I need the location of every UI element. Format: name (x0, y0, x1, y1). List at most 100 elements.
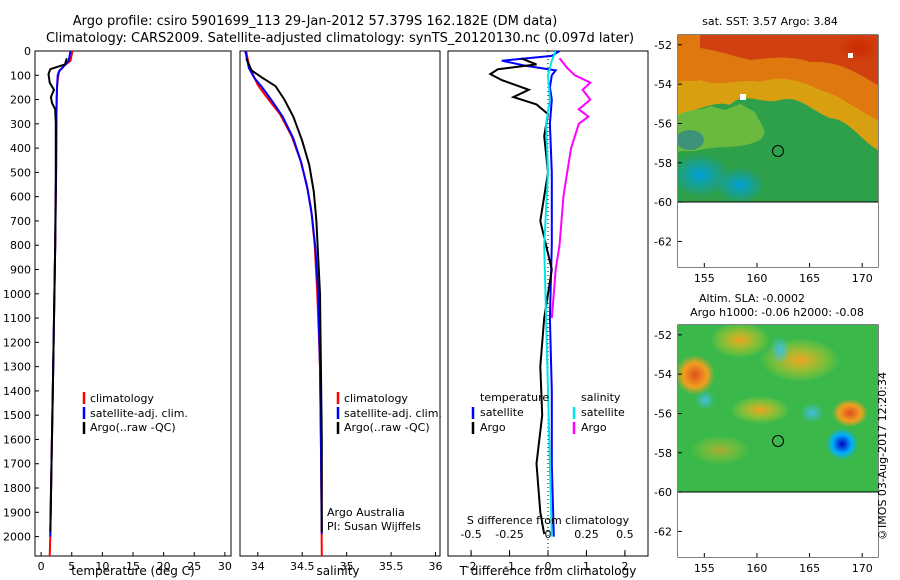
map-x-tick-label: 165 (799, 272, 820, 285)
legend-sal-argo: Argo (581, 421, 607, 434)
series-line-temperature-argo (488, 57, 553, 535)
figure-title-line2: Climatology: CARS2009. Satellite-adjuste… (46, 31, 634, 46)
y-tick-label: 500 (10, 166, 31, 179)
x-tick-label: 0 (545, 560, 552, 573)
x-tick-label: 1 (583, 560, 590, 573)
x-tick-label: 35 (340, 560, 354, 573)
map-y-tick-label: -52 (654, 39, 672, 52)
y-tick-label: 1800 (3, 482, 31, 495)
legend-argo: Argo(..raw -QC) (90, 421, 176, 434)
map-y-tick-label: -54 (654, 368, 672, 381)
y-tick-label: 0 (24, 45, 31, 58)
map-x-tick-label: 155 (694, 562, 715, 575)
y-tick-label: 1300 (3, 361, 31, 374)
y-tick-label: 800 (10, 239, 31, 252)
sla-map-title: Altim. SLA: -0.0002 (699, 292, 805, 305)
y-tick-label: 2000 (3, 531, 31, 544)
x-tick-label: -2 (466, 560, 477, 573)
s-tick-label: 0.5 (616, 528, 634, 541)
y-tick-label: 700 (10, 215, 31, 228)
map-y-tick-label: -52 (654, 329, 672, 342)
difference-legend: temperature satellite Argo salinity sate… (471, 391, 625, 434)
y-tick-label: 400 (10, 142, 31, 155)
series-line-argo-raw-qc- (47, 58, 68, 532)
x-tick-label: 30 (218, 560, 232, 573)
t-diff-label: T difference from climatology (459, 564, 637, 578)
legend-sal-satellite: satellite (581, 406, 625, 419)
series-line-satellite-adj-clim- (244, 50, 323, 535)
x-tick-label: 25 (187, 560, 201, 573)
difference-panel: -2 -1 0 1 2 -0.5 -0.25 0 0.25 0.5 temperature sat… (447, 50, 649, 578)
map-x-tick-label: 155 (694, 272, 715, 285)
s-tick-label: 0 (545, 528, 552, 541)
s-tick-label: -0.5 (460, 528, 481, 541)
map-x-tick-label: 160 (746, 272, 767, 285)
x-tick-label: 5 (68, 560, 75, 573)
temperature-legend: climatology satellite-adj. clim. Argo(..… (82, 392, 188, 434)
s-tick-label: 0.25 (574, 528, 599, 541)
y-tick-label: 1600 (3, 433, 31, 446)
map-y-tick-label: -62 (654, 235, 672, 248)
map-y-tick-label: -56 (654, 117, 672, 130)
y-tick-label: 200 (10, 94, 31, 107)
map-y-tick-label: -58 (654, 447, 672, 460)
x-tick-label: -1 (504, 560, 515, 573)
map-x-tick-label: 170 (852, 562, 873, 575)
legend-satellite-adj: satellite-adj. clim. (344, 407, 442, 420)
y-tick-label: 900 (10, 264, 31, 277)
y-tick-label: 1400 (3, 385, 31, 398)
sla-heatmap (678, 325, 878, 492)
footer-timestamp: ©IMOS 03-Aug-2017 12:20:34 (876, 372, 889, 541)
y-tick-label: 300 (10, 118, 31, 131)
series-line-temperature-satellite (501, 50, 561, 537)
map-y-tick-label: -60 (654, 486, 672, 499)
map-y-tick-label: -56 (654, 407, 672, 420)
x-tick-label: 36 (429, 560, 443, 573)
temperature-panel: 0 5 10 15 20 25 300100200300400500600700800900… (3, 45, 232, 578)
legend-climatology: climatology (344, 392, 408, 405)
map-x-tick-label: 165 (799, 562, 820, 575)
sst-map-panel: sat. SST: 3.57 Argo: 3.84 155 160 165 170 -5… (654, 15, 879, 285)
figure-title-line1: Argo profile: csiro 5901699_113 29-Jan-2… (73, 14, 558, 29)
x-tick-label: 20 (157, 560, 171, 573)
y-tick-label: 1100 (3, 312, 31, 325)
sla-map-panel: Altim. SLA: -0.0002 Argo h1000: -0.06 h2… (654, 292, 879, 575)
s-diff-label: S difference from climatology (467, 514, 630, 527)
map-y-tick-label: -60 (654, 196, 672, 209)
temperature-x-label: temperature (deg C) (71, 564, 194, 578)
y-tick-label: 1200 (3, 336, 31, 349)
argo-position-marker (772, 435, 784, 447)
s-tick-label: -0.25 (495, 528, 523, 541)
y-tick-label: 1500 (3, 409, 31, 422)
legend-argo: Argo(..raw -QC) (344, 421, 430, 434)
map-x-tick-label: 160 (746, 562, 767, 575)
y-tick-label: 1900 (3, 506, 31, 519)
x-tick-label: 10 (95, 560, 109, 573)
salinity-legend: climatology satellite-adj. clim. Argo(..… (336, 392, 442, 434)
map-y-tick-label: -58 (654, 157, 672, 170)
y-tick-label: 600 (10, 191, 31, 204)
x-tick-label: 15 (126, 560, 140, 573)
y-tick-label: 100 (10, 69, 31, 82)
argo-position-marker (772, 145, 784, 157)
salinity-annotation-line1: Argo Australia (327, 506, 405, 519)
x-tick-label: 34.5 (290, 560, 315, 573)
x-tick-label: 35.5 (379, 560, 404, 573)
map-y-tick-label: -54 (654, 78, 672, 91)
x-tick-label: 0 (38, 560, 45, 573)
series-line-salinity-satellite (543, 50, 557, 537)
sst-heatmap (678, 35, 878, 202)
x-tick-label: 2 (621, 560, 628, 573)
salinity-annotation-line2: PI: Susan Wijffels (327, 520, 421, 533)
sst-map-title: sat. SST: 3.57 Argo: 3.84 (702, 15, 838, 28)
salinity-panel: 34 34.5 35 35.5 36 climatology satellite-adj… (239, 50, 443, 578)
legend-temperature-title: temperature (480, 391, 549, 404)
salinity-x-label: salinity (316, 564, 359, 578)
map-y-tick-label: -62 (654, 525, 672, 538)
legend-salinity-title: salinity (581, 391, 621, 404)
legend-climatology: climatology (90, 392, 154, 405)
series-line-salinity-argo (550, 57, 593, 319)
temperature-plot-frame (34, 50, 232, 557)
x-tick-label: 34 (251, 560, 265, 573)
